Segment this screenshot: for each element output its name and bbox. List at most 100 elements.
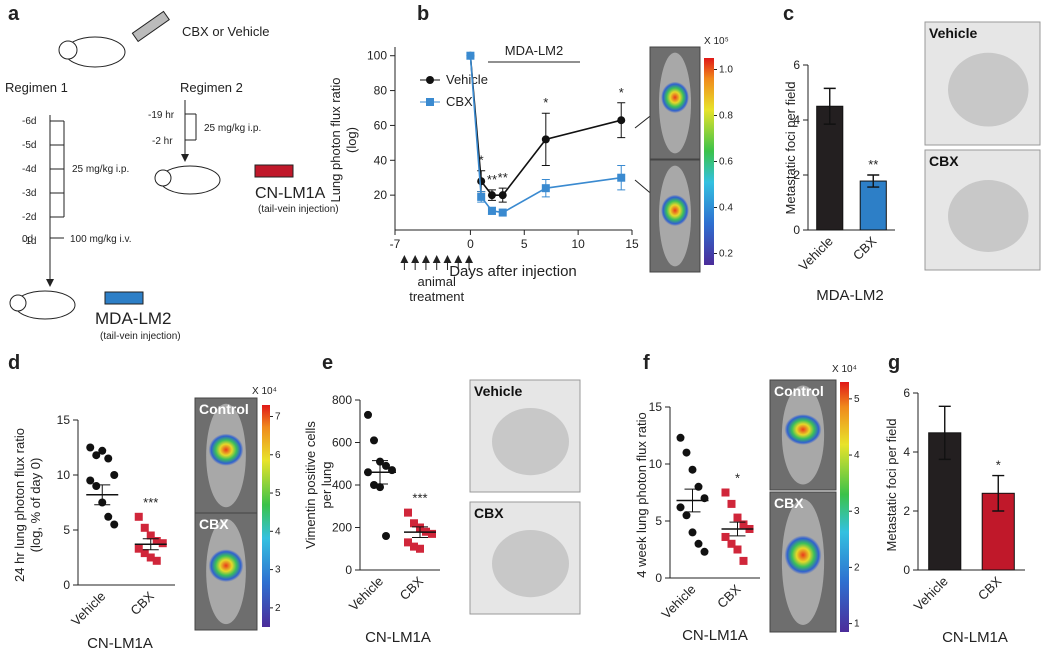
point xyxy=(733,545,742,554)
image-label: CBX xyxy=(774,495,804,511)
point xyxy=(487,206,496,215)
x-tick-label: 10 xyxy=(571,237,585,251)
day: -1d xyxy=(22,236,36,247)
y-tick-label: 0 xyxy=(655,571,662,585)
image-signal xyxy=(784,414,822,445)
point xyxy=(140,549,149,558)
error-bar xyxy=(992,474,1005,512)
day: -2d xyxy=(22,212,36,223)
x-axis-label: Days after injection xyxy=(449,263,577,280)
error-bar xyxy=(938,405,951,461)
point xyxy=(721,488,730,497)
day: -3d xyxy=(22,188,36,199)
x-tick-label: Vehicle xyxy=(68,589,108,629)
point xyxy=(376,483,384,492)
point xyxy=(688,465,697,474)
x-axis-label: CN-LM1A xyxy=(365,629,431,646)
point xyxy=(140,523,149,532)
y-tick-label: 0 xyxy=(793,223,800,237)
y-tick-label: 5 xyxy=(63,523,70,537)
y-tick-label: 10 xyxy=(649,457,663,471)
y-axis-label: Metastatic foci per field xyxy=(783,82,798,215)
point xyxy=(477,177,486,186)
legend-marker xyxy=(426,76,434,84)
line xyxy=(469,55,622,214)
colorbar-tick-label: 4 xyxy=(275,526,281,537)
x-axis-label: CN-LM1A xyxy=(942,629,1008,646)
point xyxy=(110,471,119,479)
syringe xyxy=(104,291,144,305)
x-tick-label: 5 xyxy=(521,237,528,251)
point xyxy=(727,499,736,508)
significance: *** xyxy=(143,495,158,510)
point xyxy=(694,539,703,548)
day: -6d xyxy=(22,116,36,127)
y-tick-label: 5 xyxy=(655,514,662,528)
colorbar-tick-label: 1 xyxy=(854,619,860,630)
point xyxy=(104,512,113,521)
point xyxy=(404,538,412,547)
error-bar xyxy=(867,174,880,188)
y-axis-label: (log, % of day 0) xyxy=(28,458,43,553)
point xyxy=(617,173,626,182)
image-tissue xyxy=(492,530,569,598)
y-tick-label: 15 xyxy=(649,400,663,414)
image-tissue xyxy=(492,408,569,476)
y-tick-label: 15 xyxy=(57,413,71,427)
point xyxy=(410,542,418,551)
label: 25 mg/kg i.p. xyxy=(204,123,261,134)
y-axis-label: 24 hr lung photon flux ratio xyxy=(12,428,27,582)
point xyxy=(404,508,412,517)
colorbar-tick-label: 2 xyxy=(854,562,860,573)
x-axis-label: CN-LM1A xyxy=(682,627,748,644)
line xyxy=(469,55,622,196)
bar xyxy=(816,105,844,231)
diagram: a CBX or Vehicle Regimen 1 -6d -5d -4d -… xyxy=(5,3,339,342)
y-tick-label: 4 xyxy=(793,113,800,127)
colorbar-label: X 10⁵ xyxy=(704,36,729,47)
image-label: Control xyxy=(774,383,824,399)
colorbar-label: X 10⁴ xyxy=(832,364,857,375)
point xyxy=(370,436,378,445)
point xyxy=(146,531,155,540)
mouse xyxy=(9,294,27,312)
day: -5d xyxy=(22,140,36,151)
image-signal xyxy=(661,194,689,227)
point xyxy=(98,446,107,455)
panel-label: e xyxy=(322,352,333,374)
image-label: CBX xyxy=(474,505,504,521)
colorbar-tick-label: 3 xyxy=(854,506,860,517)
y-tick-label: 4 xyxy=(903,445,910,459)
sem-bar xyxy=(94,484,111,506)
image-label: Vehicle xyxy=(929,25,977,41)
y-tick-label: 0 xyxy=(63,578,70,592)
point xyxy=(694,482,703,491)
mouse xyxy=(154,169,172,187)
label: (tail-vein injection) xyxy=(100,331,181,342)
point xyxy=(727,539,736,548)
point xyxy=(428,529,436,538)
sem-bar xyxy=(372,460,388,485)
time: -2 hr xyxy=(152,136,173,147)
image-label: Control xyxy=(199,401,249,417)
annotation: treatment xyxy=(409,289,464,304)
x-tick-label: CBX xyxy=(714,581,744,611)
legend-label: CBX xyxy=(446,94,473,109)
bracket xyxy=(50,120,65,218)
colorbar-tick-label: 7 xyxy=(275,411,281,422)
significance: *** xyxy=(412,491,427,506)
y-tick-label: 6 xyxy=(903,386,910,400)
x-axis-label: MDA-LM2 xyxy=(816,287,884,304)
significance: * xyxy=(619,85,624,100)
panel-label: c xyxy=(783,3,794,25)
x-tick-label: 15 xyxy=(625,237,639,251)
point xyxy=(688,528,697,537)
image-tissue xyxy=(948,180,1029,252)
x-tick-label: CBX xyxy=(850,233,880,263)
point xyxy=(92,451,101,460)
x-tick-label: Vehicle xyxy=(911,574,951,614)
colorbar-tick-label: 0.6 xyxy=(719,157,733,168)
point xyxy=(682,511,691,520)
colorbar-tick-label: 1.0 xyxy=(719,65,733,76)
